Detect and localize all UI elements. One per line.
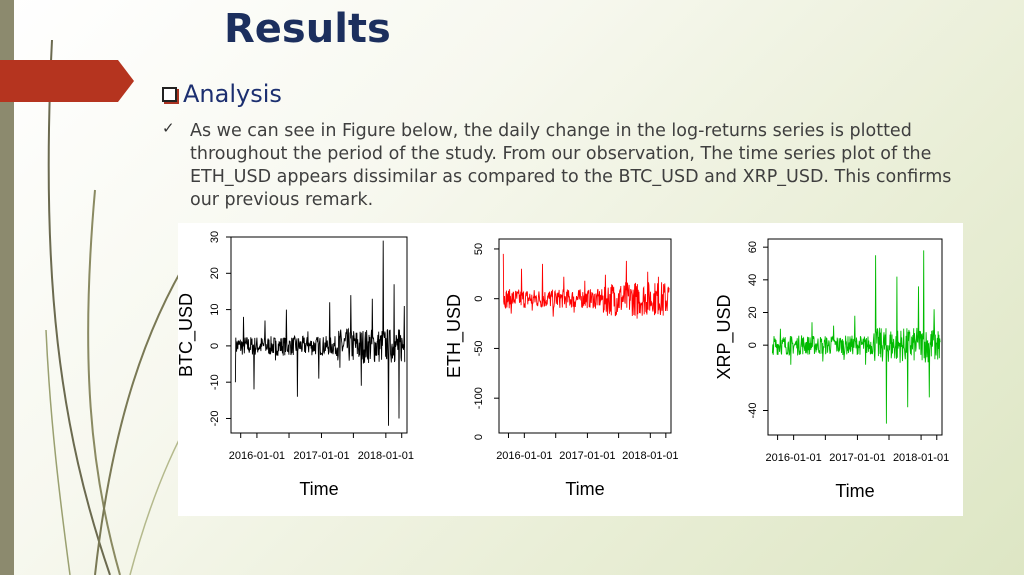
x-tick-label: 2017-01-01 xyxy=(293,450,349,462)
y-tick-label: -10 xyxy=(209,374,221,390)
x-tick-label: 2017-01-01 xyxy=(829,452,885,464)
x-tick-label: 2016-01-01 xyxy=(229,450,285,462)
left-decorative-band xyxy=(0,0,14,575)
y-tick-label: 60 xyxy=(747,241,759,253)
y-tick-label: -40 xyxy=(747,403,759,419)
x-tick-label: 2017-01-01 xyxy=(559,450,615,462)
y-tick-label: 30 xyxy=(209,231,221,243)
body-paragraph: As we can see in Figure below, the daily… xyxy=(190,121,952,210)
plot-frame-2 xyxy=(498,238,672,434)
x-tick-label: 2016-01-01 xyxy=(765,452,821,464)
plot-frame-3 xyxy=(767,238,943,436)
series-line-eth-usd xyxy=(502,253,670,319)
y-tick-label: -50 xyxy=(473,340,485,356)
y-tick-label: 40 xyxy=(747,274,759,286)
x-tick-label: 2018-01-01 xyxy=(622,450,678,462)
x-tick-label: 2018-01-01 xyxy=(893,452,949,464)
section-heading: Analysis xyxy=(183,80,282,108)
x-tick-label: 2018-01-01 xyxy=(358,450,414,462)
y-tick-label: 20 xyxy=(209,267,221,279)
red-arrow-banner xyxy=(0,60,134,102)
y-tick-label: 0 xyxy=(473,296,485,302)
decorative-curves xyxy=(45,39,231,575)
y-axis-label: ETH_USD xyxy=(444,294,465,378)
y-tick-label: 0 xyxy=(473,434,485,440)
section-heading-row: Analysis xyxy=(162,80,282,108)
y-tick-label: -20 xyxy=(209,411,221,427)
slide-title: Results xyxy=(224,6,391,52)
series-line-btc-usd xyxy=(234,240,406,426)
square-bullet-icon xyxy=(162,86,177,102)
y-axis-label: BTC_USD xyxy=(178,293,197,377)
y-tick-label: 0 xyxy=(747,342,759,348)
time-series-figure: -20 -10 0 10 20 30 2016-01-01 2017-01-01 2018-01… xyxy=(178,223,963,516)
plot-frame-1 xyxy=(230,236,408,434)
y-tick-label: 50 xyxy=(473,243,485,255)
y-tick-label: 0 xyxy=(209,343,221,349)
x-axis-label: Time xyxy=(565,479,604,499)
series-line-xrp-usd xyxy=(771,250,941,424)
checkmark-icon: ✓ xyxy=(162,119,175,137)
x-axis-label: Time xyxy=(299,479,338,499)
y-tick-label: -100 xyxy=(473,387,485,409)
y-tick-label: 10 xyxy=(209,303,221,315)
y-tick-label: 20 xyxy=(747,306,759,318)
x-axis-label: Time xyxy=(835,481,874,501)
y-axis-label: XRP_USD xyxy=(714,294,735,379)
x-tick-label: 2016-01-01 xyxy=(496,450,552,462)
